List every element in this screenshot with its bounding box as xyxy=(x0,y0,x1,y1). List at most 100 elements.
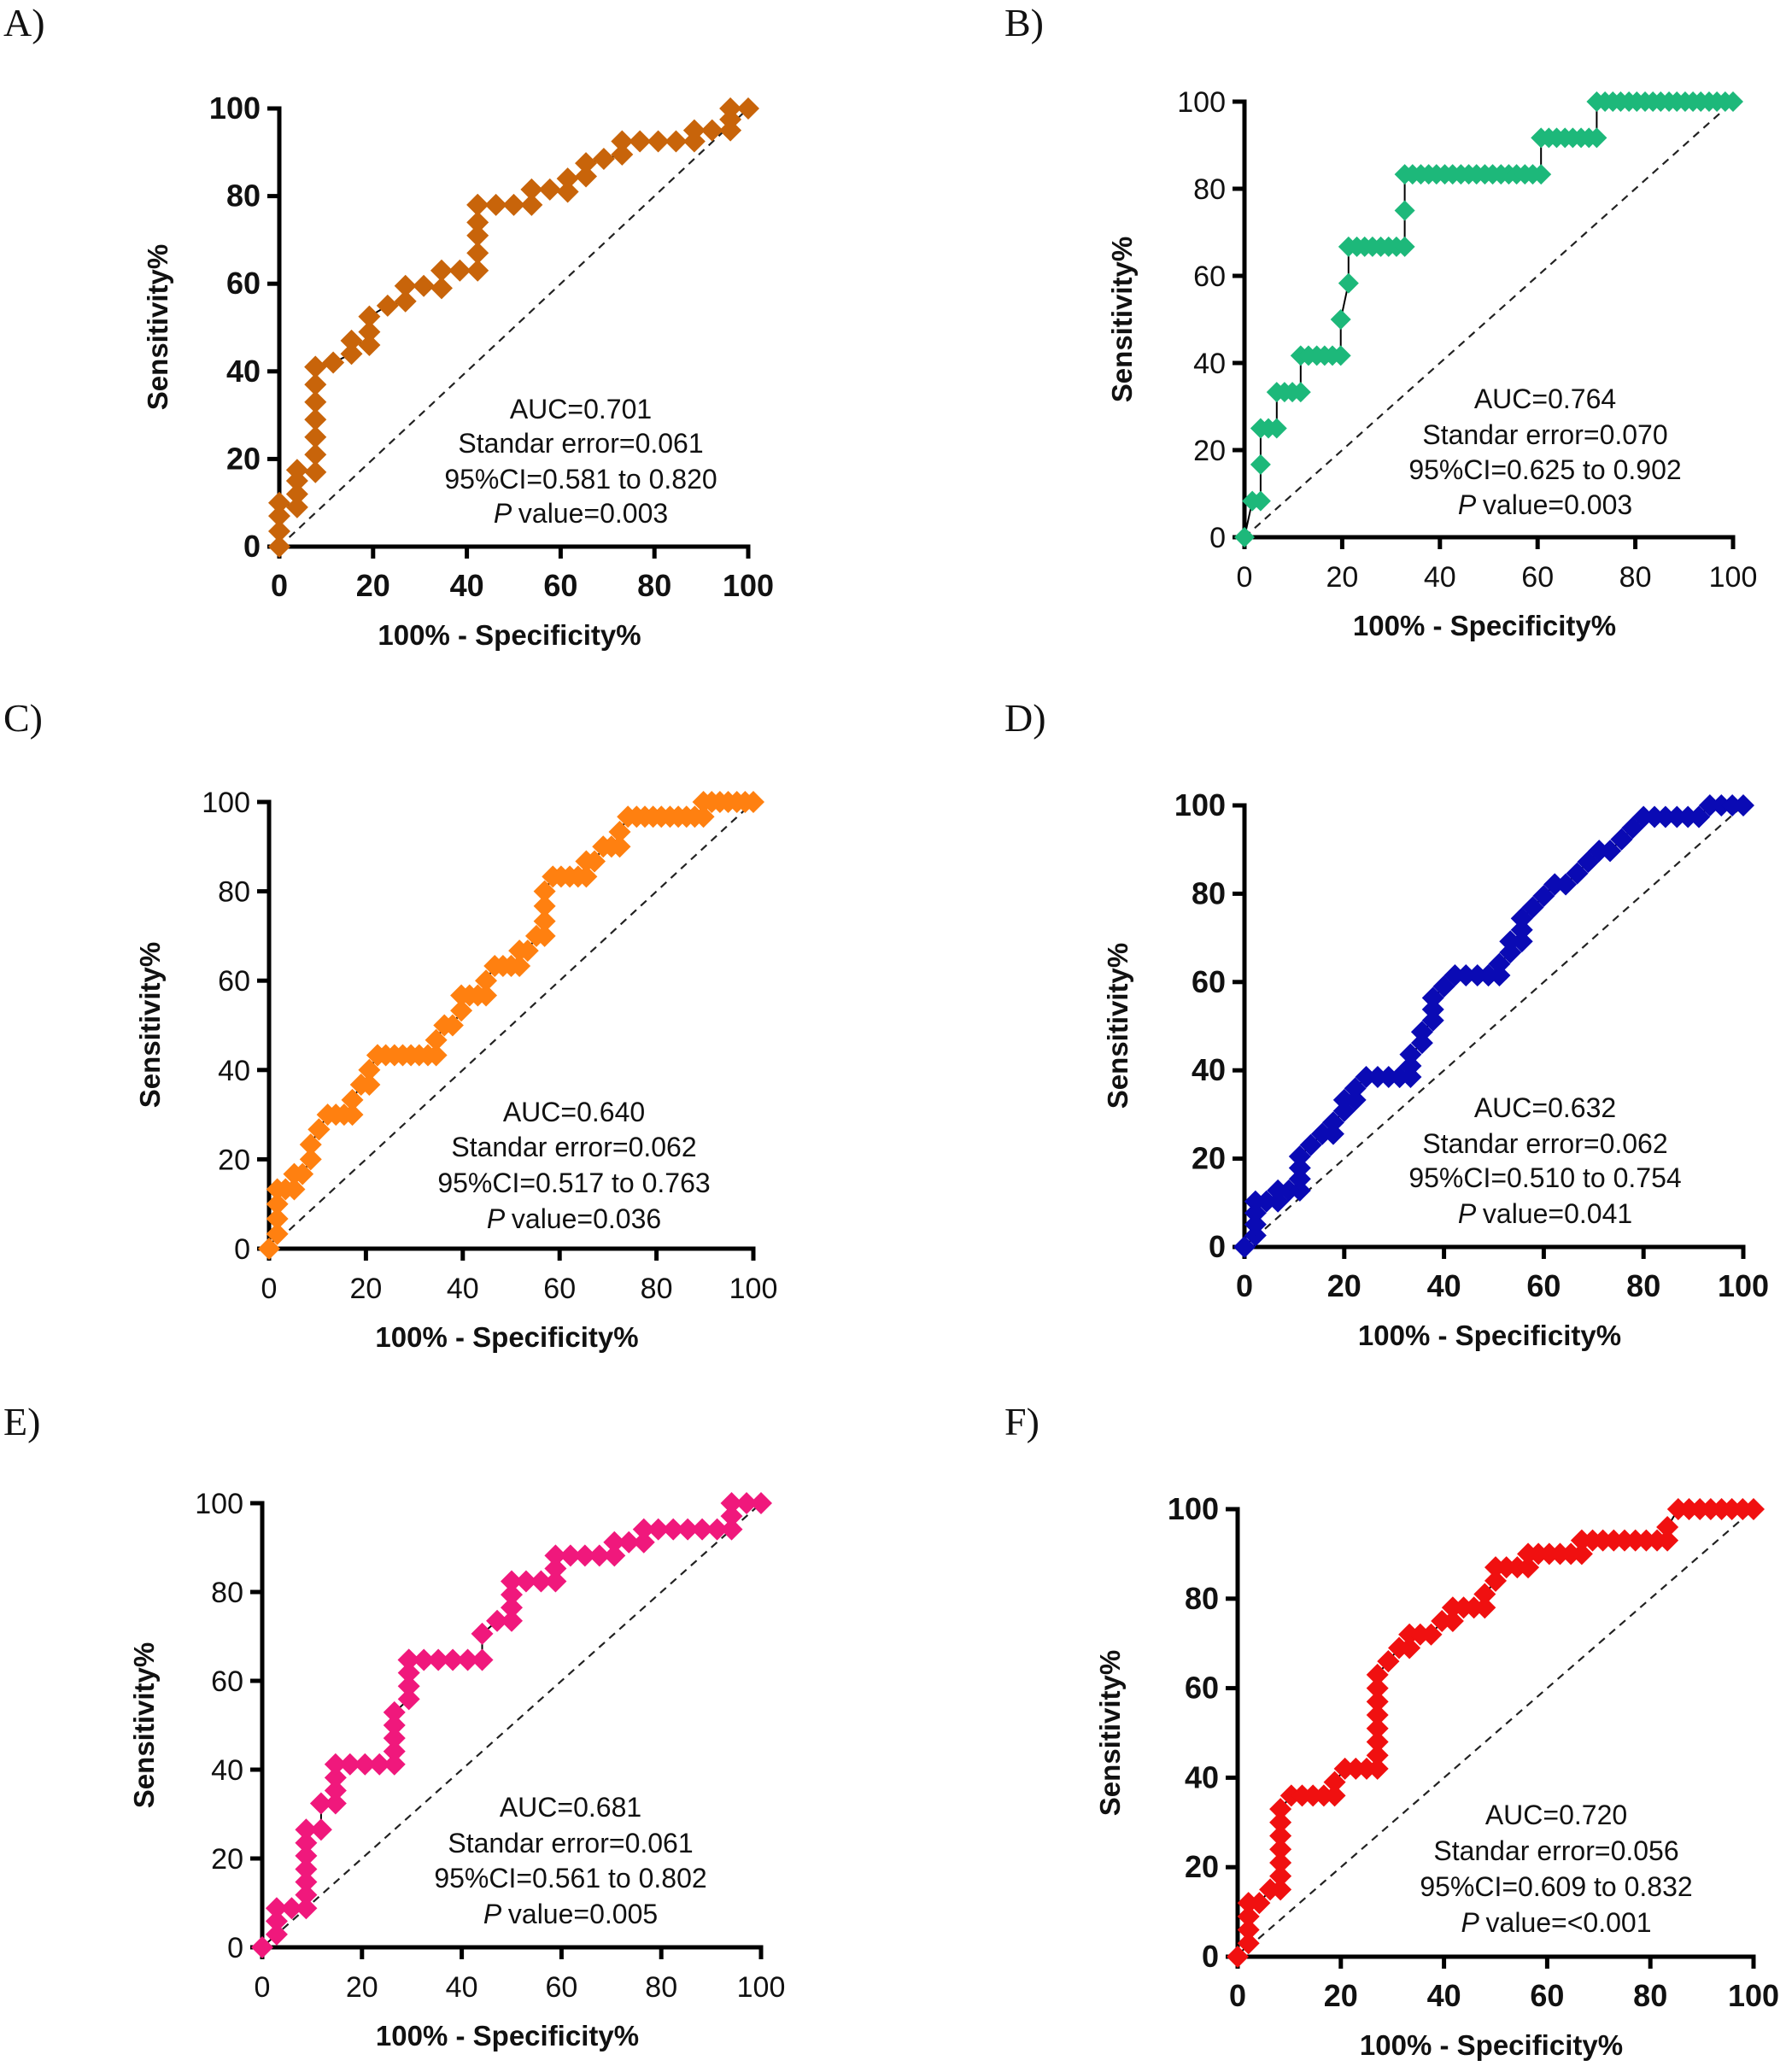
panel-b-x-tick-label: 20 xyxy=(1326,561,1358,594)
panel-d-x-tick-label: 0 xyxy=(1236,1268,1253,1303)
panel-e-x-tick-label: 20 xyxy=(346,1971,378,2004)
panel-c-y-axis-title: Sensitivity% xyxy=(134,942,166,1108)
panel-a-roc-point xyxy=(268,520,290,543)
panel-d-roc-point xyxy=(1698,794,1721,817)
panel-d-roc-point xyxy=(1288,1145,1311,1168)
panel-f-stat-auc: AUC=0.720 xyxy=(1485,1800,1627,1830)
panel-f-stat-standard-error: Standar error=0.056 xyxy=(1433,1835,1678,1866)
panel-b-x-tick-label: 60 xyxy=(1521,561,1554,594)
panel-e-roc-point xyxy=(530,1570,553,1593)
panel-a-reference-line xyxy=(278,108,749,547)
panel-c-roc-point xyxy=(575,865,598,888)
panel-e-roc-point xyxy=(456,1648,479,1671)
panel-d-roc-point xyxy=(1233,1236,1256,1258)
panel-e-roc-point xyxy=(295,1858,318,1881)
panel-f-roc-point xyxy=(1420,1623,1443,1646)
panel-b-x-axis-title: 100% - Specificity% xyxy=(1353,610,1616,641)
panel-a-roc-point xyxy=(430,277,453,300)
panel-f-roc-point xyxy=(1656,1529,1679,1552)
panel-e-y-tick-label: 40 xyxy=(211,1754,243,1787)
panel-f-roc-point xyxy=(1473,1596,1496,1619)
panel-c-stat-standard-error: Standar error=0.062 xyxy=(451,1132,696,1162)
panel-e-roc-point xyxy=(397,1661,420,1684)
panel-a-roc-point xyxy=(592,147,615,170)
panel-f-roc-point xyxy=(1366,1744,1389,1767)
panel-a-x-tick-label: 40 xyxy=(450,568,484,603)
panel-e-roc-point xyxy=(720,1492,743,1514)
panel-b-roc-point xyxy=(1586,127,1607,149)
panel-c-roc-point xyxy=(475,969,498,992)
panel-c-roc-point xyxy=(475,984,498,1007)
panel-a-roc-point xyxy=(340,329,363,352)
panel-e-roc-point xyxy=(383,1740,406,1763)
panel-c-x-tick-label: 80 xyxy=(641,1273,673,1305)
panel-e-roc-point xyxy=(618,1531,641,1554)
panel-a-roc-point xyxy=(665,130,688,153)
panel-f-roc-point xyxy=(1570,1542,1593,1566)
panel-d-roc-point xyxy=(1510,918,1533,941)
panel-a-x-axis-title: 100% - Specificity% xyxy=(378,619,641,651)
panel-c-roc-point xyxy=(291,1162,314,1185)
panel-f-roc-point xyxy=(1366,1730,1389,1753)
panel-c-y-tick-label: 20 xyxy=(218,1144,250,1176)
panel-a-roc-point xyxy=(484,193,507,216)
panel-b-y-tick-label: 20 xyxy=(1193,435,1226,467)
panel-f-roc-point xyxy=(1377,1650,1400,1673)
panel-a-roc-point xyxy=(304,460,327,483)
panel-e-x-axis-title: 100% - Specificity% xyxy=(376,2020,639,2052)
panel-c-x-tick-label: 60 xyxy=(543,1273,576,1305)
panel-e-roc-point xyxy=(544,1557,567,1580)
panel-c-x-tick-label: 100 xyxy=(729,1273,778,1305)
panel-c-x-tick-label: 40 xyxy=(447,1273,479,1305)
panel-e-roc-point xyxy=(720,1505,743,1528)
panel-a-roc-point xyxy=(394,290,417,313)
panel-e-stat-auc: AUC=0.681 xyxy=(500,1792,641,1823)
panel-e-roc-point xyxy=(588,1544,611,1567)
panel-a-roc-point xyxy=(700,119,723,142)
panel-f-roc-point xyxy=(1269,1824,1292,1847)
panel-e-roc-point xyxy=(383,1727,406,1750)
panel-e-roc-point xyxy=(324,1792,347,1815)
panel-e-label: E) xyxy=(3,1400,40,1443)
panel-b-x-tick-label: 0 xyxy=(1237,561,1253,594)
panel-a-roc-point xyxy=(448,259,471,282)
panel-b-label: B) xyxy=(1004,1,1044,44)
panel-d-roc-point xyxy=(1288,1179,1311,1202)
panel-e-roc-point xyxy=(295,1870,318,1893)
panel-a-roc-point xyxy=(520,193,543,216)
panel-a-stat-standard-error: Standar error=0.061 xyxy=(458,428,703,459)
panel-a-roc-point xyxy=(304,425,327,448)
panel-f-x-tick-label: 100 xyxy=(1728,1978,1779,2013)
panel-e-roc-point xyxy=(632,1518,655,1541)
panel-e-roc-point xyxy=(280,1897,303,1920)
panel-a-roc-point xyxy=(611,130,634,153)
panel-e-y-tick-label: 80 xyxy=(211,1577,243,1609)
panel-c-roc-point xyxy=(358,1058,381,1081)
panel-a-roc-point xyxy=(466,211,489,234)
panel-c-x-tick-label: 0 xyxy=(261,1273,278,1305)
panel-e-roc-point xyxy=(309,1792,332,1815)
panel-c-y-tick-label: 100 xyxy=(202,787,250,819)
panel-c-roc-point xyxy=(608,821,631,844)
panel-a-y-tick-label: 60 xyxy=(226,266,261,301)
panel-e: E) 0 20 40 60 80 100 0 20 40 60 80 100 100% - Specifi… xyxy=(3,1400,785,2052)
panel-d-x-tick-label: 80 xyxy=(1626,1268,1660,1303)
panel-b-roc-point xyxy=(1330,345,1351,366)
panel-f-roc-point xyxy=(1366,1690,1389,1713)
panel-a: A) 0 20 40 60 80 100 0 20 40 60 80 100 100% - Specifi… xyxy=(3,1,774,651)
panel-a-stat-p-value: P value=0.003 xyxy=(494,498,668,529)
panel-b-x-tick-label: 100 xyxy=(1709,561,1758,594)
panel-c-roc-point xyxy=(266,1222,289,1245)
panel-d-x-tick-label: 20 xyxy=(1327,1268,1361,1303)
panel-d-roc-point xyxy=(1244,1213,1267,1236)
panel-d-stat-ci: 95%CI=0.510 to 0.754 xyxy=(1408,1162,1681,1193)
panel-a-y-tick-label: 100 xyxy=(209,91,261,126)
panel-a-roc-point xyxy=(502,193,525,216)
panel-f-roc-point xyxy=(1237,1905,1260,1928)
panel-f-roc-point xyxy=(1269,1851,1292,1874)
panel-c-roc-point xyxy=(307,1118,331,1141)
panel-d-roc-point xyxy=(1599,840,1622,863)
panel-d-roc-point xyxy=(1321,1122,1344,1145)
panel-a-roc-point xyxy=(358,334,381,357)
